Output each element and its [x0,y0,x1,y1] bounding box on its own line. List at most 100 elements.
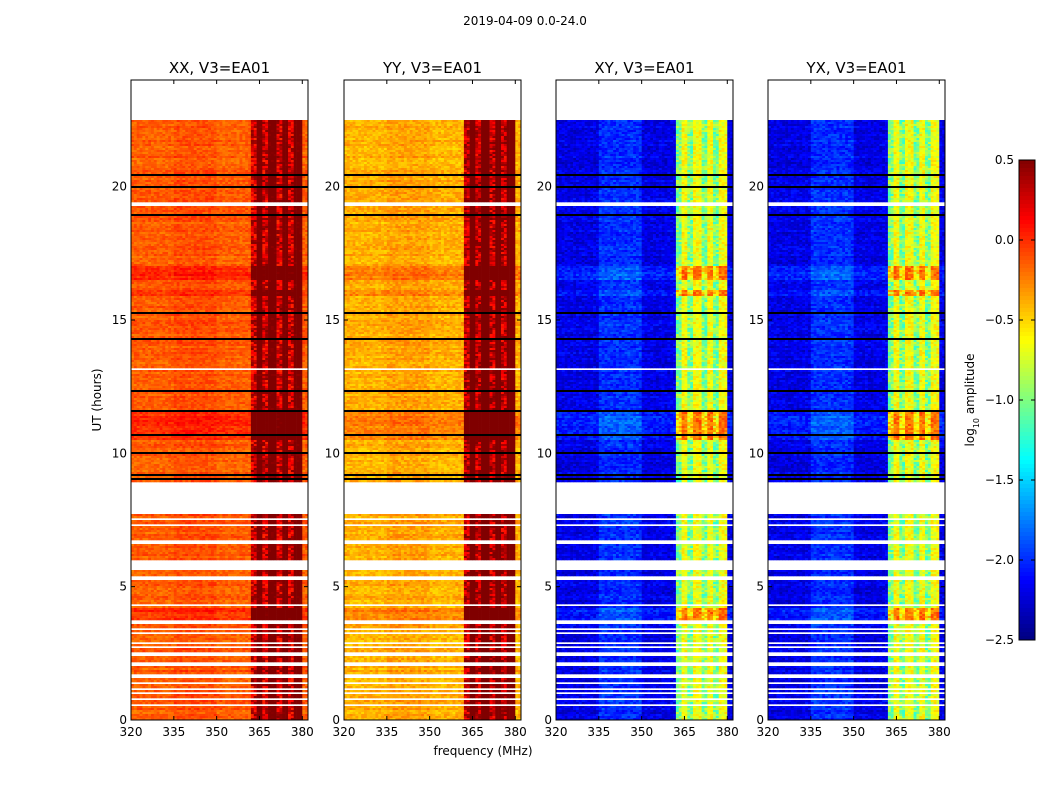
heatmap-cell [225,130,228,132]
heatmap-cell [271,130,274,132]
heatmap-cell [174,124,177,126]
heatmap-cell [154,138,157,140]
heatmap-cell [228,128,231,130]
heatmap-cell [251,122,254,124]
heatmap-cell [134,136,137,138]
heatmap-cell [237,136,240,138]
heatmap-cell [242,130,245,132]
heatmap-cell [274,126,277,128]
heatmap-cell [297,130,300,132]
heatmap-cell [302,124,305,126]
heatmap-cell [297,132,300,134]
heatmap-cell [239,128,242,130]
heatmap-cell [234,140,237,142]
heatmap-cell [160,126,163,128]
heatmap-cell [282,136,285,138]
heatmap-cell [277,126,280,128]
heatmap-cell [228,132,231,134]
heatmap-cell [168,140,171,142]
heatmap-cell [254,124,257,126]
heatmap-cell [208,130,211,132]
heatmap-cell [297,120,300,122]
heatmap-cell [211,132,214,134]
heatmap-cell [245,128,248,130]
heatmap-cell [180,132,183,134]
heatmap-cell [134,124,137,126]
heatmap-cell [262,134,265,136]
heatmap-cell [145,124,148,126]
heatmap-cell [214,124,217,126]
heatmap-cell [245,138,248,140]
heatmap-cell [254,134,257,136]
heatmap-cell [228,134,231,136]
heatmap-cell [174,140,177,142]
heatmap-cell [222,138,225,140]
heatmap-cell [200,126,203,128]
heatmap-cell [180,130,183,132]
heatmap-cell [140,128,143,130]
heatmap-cell [134,126,137,128]
heatmap-cell [268,140,271,142]
heatmap-cell [182,136,185,138]
heatmap-cell [274,138,277,140]
heatmap-cell [234,134,237,136]
heatmap-cell [225,124,228,126]
heatmap-cell [248,120,251,122]
heatmap-cell [285,140,288,142]
heatmap-cell [214,122,217,124]
heatmap-cell [162,122,165,124]
heatmap-cell [262,122,265,124]
heatmap-cell [177,132,180,134]
heatmap-cell [217,140,220,142]
heatmap-cell [168,136,171,138]
heatmap-cell [208,134,211,136]
heatmap-cell [285,120,288,122]
heatmap-cell [257,130,260,132]
heatmap-cell [142,128,145,130]
heatmap-cell [242,134,245,136]
heatmap-cell [274,130,277,132]
heatmap-cell [174,138,177,140]
heatmap-cell [188,126,191,128]
heatmap-cell [160,122,163,124]
heatmap-cell [220,134,223,136]
heatmap-cell [137,124,140,126]
heatmap-cell [182,130,185,132]
heatmap-cell [162,138,165,140]
heatmap-cell [282,138,285,140]
heatmap-cell [197,122,200,124]
heatmap-cell [174,132,177,134]
heatmap-cell [185,140,188,142]
heatmap-cell [145,136,148,138]
heatmap-cell [140,120,143,122]
heatmap-cell [242,138,245,140]
heatmap-cell [282,140,285,142]
heatmap-cell [277,128,280,130]
heatmap-cell [197,120,200,122]
heatmap-cell [165,136,168,138]
heatmap-cell [142,138,145,140]
heatmap-cell [134,120,137,122]
heatmap-cell [154,122,157,124]
heatmap-cell [222,120,225,122]
heatmap-cell [297,134,300,136]
heatmap-cell [279,120,282,122]
heatmap-cell [168,130,171,132]
heatmap-cell [237,132,240,134]
heatmap-cell [165,134,168,136]
heatmap-cell [162,140,165,142]
heatmap-cell [157,130,160,132]
heatmap-cell [245,140,248,142]
heatmap-cell [299,138,302,140]
heatmap-cell [137,122,140,124]
heatmap-cell [242,128,245,130]
heatmap-cell [202,136,205,138]
heatmap-cell [251,138,254,140]
heatmap-cell [291,134,294,136]
heatmap-cell [259,126,262,128]
heatmap-cell [217,124,220,126]
heatmap-cell [294,124,297,126]
heatmap-cell [237,128,240,130]
heatmap-cell [257,132,260,134]
heatmap-cell [299,130,302,132]
